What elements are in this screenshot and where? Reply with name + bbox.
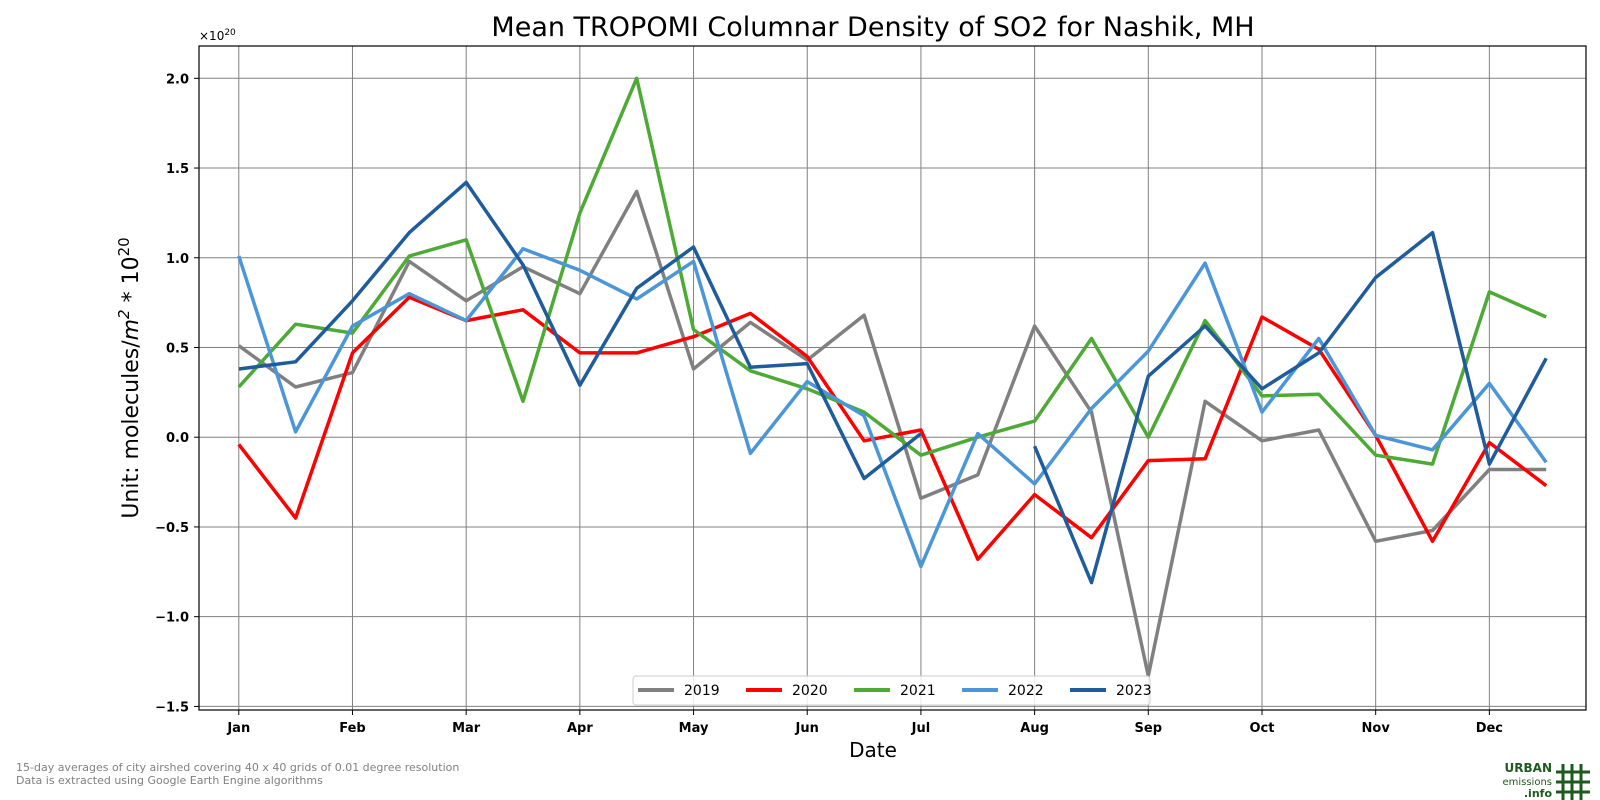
gridlines [199,46,1586,710]
legend-box [632,675,1151,706]
x-tick-label: Nov [1362,721,1391,736]
series-line-2021 [237,76,1547,466]
x-tick-labels: Jan Feb Mar Apr May Jun Jul Aug Sep Oct Nov Dec [226,721,1503,736]
urban-emissions-logo: URBAN emissions .info [1502,761,1590,800]
x-tick-label: Jul [911,721,931,736]
y-tick-label: 0.0 [166,431,189,446]
logo-word-info: .info [1524,787,1553,800]
legend: 2019 2020 2021 2022 2023 [632,675,1152,706]
y-tick-labels: 2.0 1.5 1.0 0.5 0.0 −0.5 −1.0 −1.5 [155,72,189,715]
series-2021 [237,76,1547,466]
y-tick-label: 0.5 [166,341,189,356]
legend-item-2020: 2020 [746,683,828,699]
series-line-2023 [1032,230,1548,585]
plot-frame [198,45,1587,711]
legend-item-2021: 2021 [854,683,936,699]
legend-item-2023: 2023 [1070,683,1152,699]
x-tick-label: Aug [1020,721,1049,736]
x-tick-label: Oct [1249,721,1274,736]
x-tick-label: Sep [1135,721,1163,736]
scale-note: ×1020 [199,28,236,43]
logo-grid-mark [1556,764,1590,800]
legend-item-2022: 2022 [962,683,1044,699]
footnote-line-2: Data is extracted using Google Earth Eng… [16,774,323,787]
x-tick-label: Feb [339,721,365,736]
footnote-line-1: 15-day averages of city airshed covering… [16,761,460,774]
x-tick-label: May [679,721,709,736]
chart-title: Mean TROPOMI Columnar Density of SO2 for… [491,12,1254,43]
legend-label: 2021 [900,683,936,699]
x-tick-label: Apr [567,721,593,736]
x-axis-label: Date [849,738,897,762]
logo-word-urban: URBAN [1505,761,1552,775]
x-tick-label: Dec [1476,721,1503,736]
series-line-2022 [237,247,1548,569]
series-line-2019 [237,189,1547,678]
y-tick-label: 2.0 [166,72,189,87]
legend-label: 2019 [684,683,720,699]
legend-label: 2020 [792,683,828,699]
series-2022 [237,247,1548,569]
legend-label: 2022 [1008,683,1044,699]
series-lines [237,76,1548,678]
series-line-2023 [238,180,922,481]
y-tick-label: −1.5 [155,700,189,715]
x-tick-label: Mar [452,721,481,736]
legend-item-2019: 2019 [638,683,720,699]
legend-label: 2023 [1116,683,1152,699]
y-axis-label: Unit: molecules/m2 * 1020 [115,237,144,518]
logo-word-emissions: emissions [1502,777,1552,788]
series-2023 [238,180,1548,585]
y-tick-label: 1.5 [166,162,189,177]
y-tick-label: 1.0 [166,252,189,267]
x-tick-label: Jan [226,721,250,736]
series-2019 [237,189,1547,678]
x-tick-label: Jun [795,721,819,736]
y-tick-label: −0.5 [155,521,189,536]
y-tick-label: −1.0 [155,611,189,626]
axes [194,45,1587,715]
